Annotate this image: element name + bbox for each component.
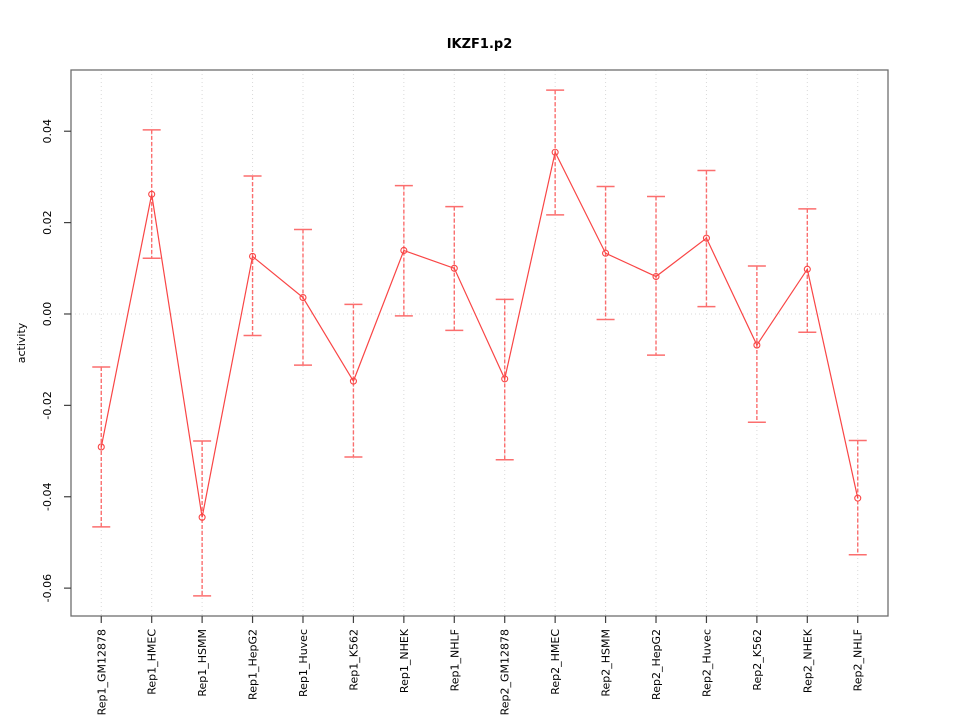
data-point xyxy=(97,443,105,451)
series-line-layer xyxy=(100,150,859,518)
data-point xyxy=(349,377,357,385)
data-point xyxy=(198,513,206,521)
data-points-layer xyxy=(97,148,862,521)
y-tick-label: 0.04 xyxy=(41,119,54,144)
plot-box xyxy=(70,69,889,617)
data-point xyxy=(753,341,761,349)
gridlines-layer xyxy=(100,70,859,616)
data-point xyxy=(299,293,307,302)
y-axis-layer: 0.04 0.02 0.00 -0.02 -0.04 -0.06 xyxy=(41,119,71,602)
data-point xyxy=(501,375,509,383)
x-tick-label: Rep1_GM12878 xyxy=(95,629,108,715)
plot-box-layer xyxy=(70,69,889,617)
data-point xyxy=(450,264,458,272)
x-tick-label: Rep1_Huvec xyxy=(297,629,310,697)
x-tick-label: Rep2_HepG2 xyxy=(650,629,663,700)
data-point xyxy=(652,272,660,281)
chart-title: IKZF1.p2 xyxy=(447,37,513,52)
x-tick-label: Rep2_GM12878 xyxy=(499,629,512,715)
data-point xyxy=(249,252,257,260)
data-point xyxy=(148,190,156,198)
x-tick-label: Rep2_NHLF xyxy=(852,629,865,691)
x-tick-label: Rep1_HMEC xyxy=(146,629,159,695)
x-tick-label: Rep2_HMEC xyxy=(549,629,562,695)
x-axis-layer: Rep1_GM12878 Rep1_HMEC Rep1_HSMM Rep1_HepG2… xyxy=(95,616,865,715)
x-tick-label: Rep1_HepG2 xyxy=(247,629,260,700)
y-tick-label: -0.06 xyxy=(41,574,54,602)
x-tick-label: Rep2_HSMM xyxy=(600,629,613,697)
x-tick-label: Rep1_NHLF xyxy=(448,629,461,691)
series-line xyxy=(100,150,859,518)
x-tick-label: Rep1_K562 xyxy=(347,629,360,691)
y-tick-label: 0.02 xyxy=(41,210,54,235)
data-point xyxy=(602,249,610,257)
data-point xyxy=(854,494,862,502)
data-point xyxy=(551,148,559,156)
x-tick-label: Rep2_Huvec xyxy=(700,629,713,697)
y-tick-label: -0.04 xyxy=(41,483,54,511)
error-bars-layer xyxy=(92,89,867,597)
x-tick-label: Rep2_NHEK xyxy=(801,628,814,693)
y-tick-label: 0.00 xyxy=(41,302,54,327)
x-tick-label: Rep1_NHEK xyxy=(398,628,411,693)
data-point xyxy=(400,246,408,255)
y-axis-label: activity xyxy=(15,322,28,363)
data-point xyxy=(803,265,811,273)
data-point xyxy=(702,234,710,242)
y-tick-label: -0.02 xyxy=(41,391,54,419)
x-tick-label: Rep1_HSMM xyxy=(196,629,209,697)
x-tick-label: Rep2_K562 xyxy=(751,629,764,691)
